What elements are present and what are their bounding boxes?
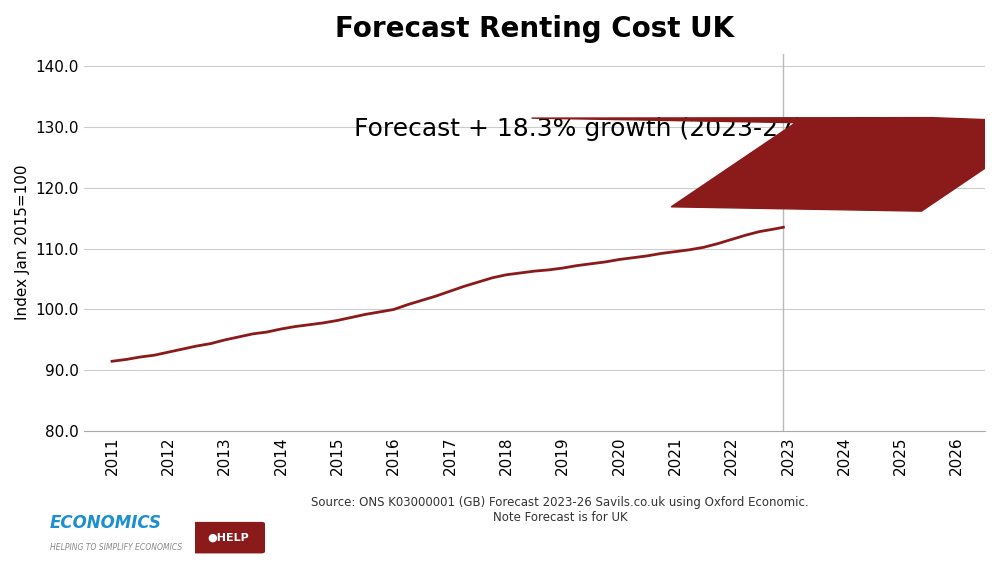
FancyArrow shape xyxy=(532,118,1000,211)
Text: Source: ONS K03000001 (GB) Forecast 2023-26 Savils.co.uk using Oxford Economic.
: Source: ONS K03000001 (GB) Forecast 2023… xyxy=(311,495,809,524)
Text: HELPING TO SIMPLIFY ECONOMICS: HELPING TO SIMPLIFY ECONOMICS xyxy=(50,543,182,552)
Title: Forecast Renting Cost UK: Forecast Renting Cost UK xyxy=(335,15,734,43)
Text: ●HELP: ●HELP xyxy=(207,533,249,543)
Text: Forecast + 18.3% growth (2023-27): Forecast + 18.3% growth (2023-27) xyxy=(354,117,804,141)
Y-axis label: Index Jan 2015=100: Index Jan 2015=100 xyxy=(15,165,30,320)
Text: ECONOMICS: ECONOMICS xyxy=(50,514,162,532)
FancyBboxPatch shape xyxy=(192,522,265,553)
